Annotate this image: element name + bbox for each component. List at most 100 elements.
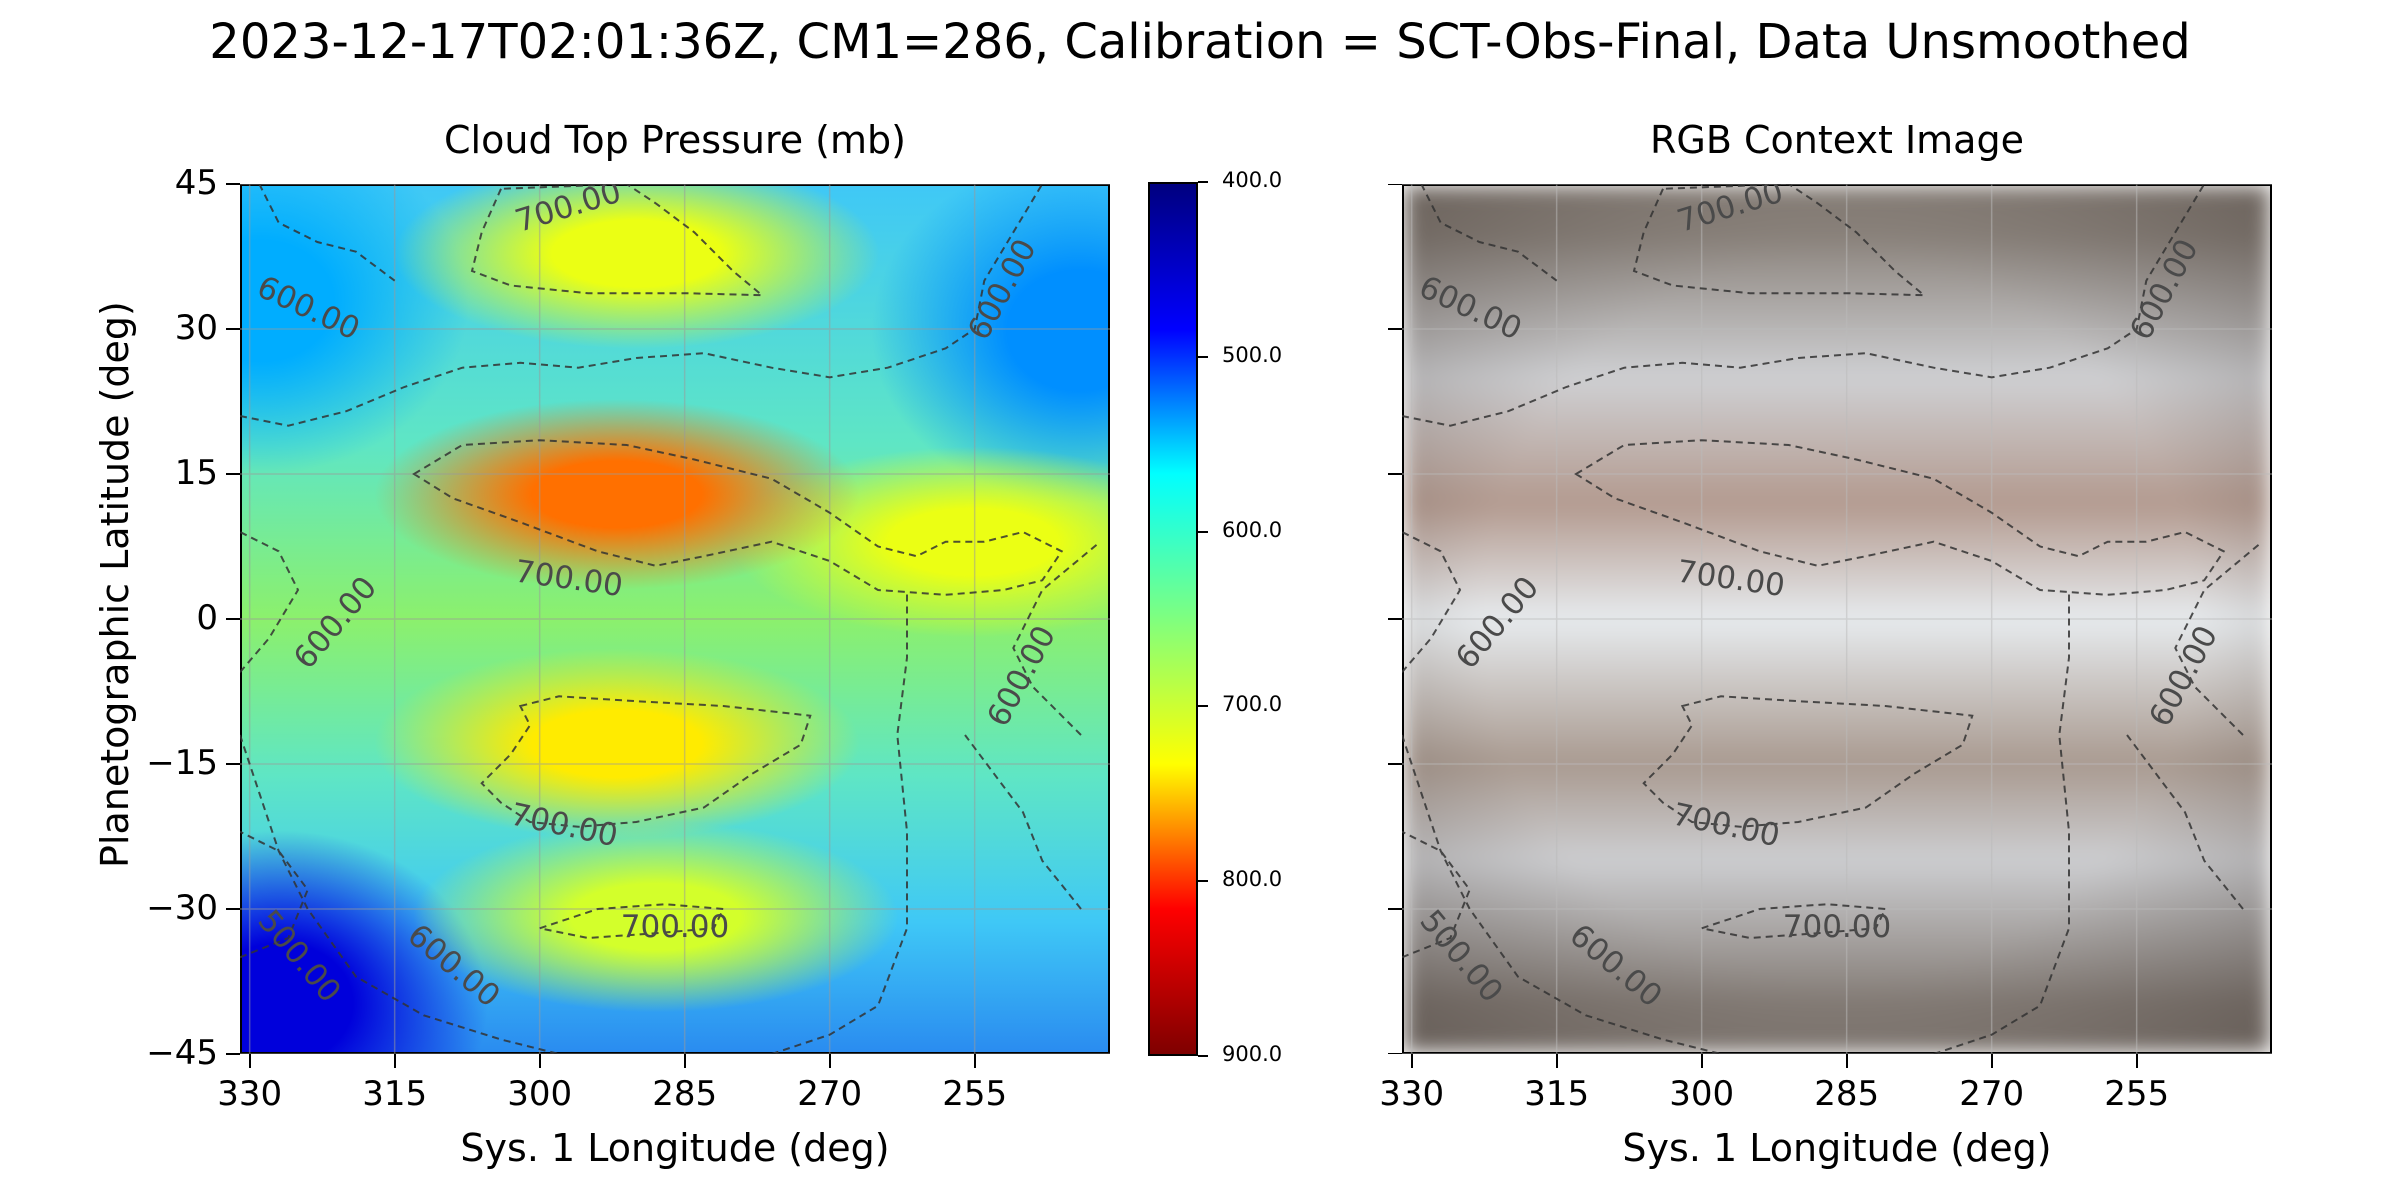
colorbar-tick-label-3: 700.0 [1222, 692, 1283, 717]
xtick-mark-4 [1990, 1054, 1993, 1068]
contour-label-3: 700.00 [1675, 553, 1787, 604]
xtick-mark-1 [1555, 1054, 1558, 1068]
rgb-panel-title: RGB Context Image [1650, 118, 2024, 162]
colorbar-tick-label-5: 900.0 [1222, 1042, 1283, 1066]
contour-line-7 [1420, 184, 1558, 282]
ytick-mark-6 [226, 1053, 240, 1055]
contour-label-0: 700.00 [1673, 184, 1787, 240]
contour-label-9: 600.00 [1563, 917, 1669, 1014]
contour-label-4: 600.00 [1449, 570, 1546, 676]
rgb-overlay: 700.00 600.00 600.00 700.00 600.00 600.00 700.… [1402, 184, 2272, 1054]
contour-line-1 [412, 439, 1064, 596]
contour-label-3: 700.00 [513, 553, 625, 604]
contour-line-8 [1402, 734, 1722, 1054]
colorbar-tick-mark-5 [1198, 1055, 1208, 1057]
xtick-mark-0 [1410, 1054, 1413, 1068]
ytick-label-3: 0 [196, 598, 218, 638]
ytick-mark-5 [226, 908, 240, 910]
xtick-mark-3 [683, 1054, 686, 1068]
rgb-xlabel: Sys. 1 Longitude (deg) [1622, 1126, 2052, 1170]
contour-line-3 [1697, 903, 1887, 940]
contour-line-0 [470, 184, 765, 297]
xtick-mark-2 [1700, 1054, 1703, 1068]
xtick-label-2: 300 [507, 1074, 573, 1114]
ctp-overlay: 700.00 600.00 600.00 700.00 600.00 600.00 700.… [240, 184, 1110, 1054]
xtick-mark-4 [828, 1054, 831, 1068]
contour-label-7: 700.00 [1783, 909, 1891, 945]
ytick-mark-2 [226, 473, 240, 475]
contour-line-10 [1012, 540, 1101, 736]
xtick-mark-5 [2135, 1054, 2138, 1068]
colorbar-gradient [1150, 184, 1196, 1054]
contour-label-5: 600.00 [2142, 620, 2225, 733]
xtick-label-3: 285 [652, 1074, 718, 1114]
rgb-ytick-marks [1388, 184, 1402, 1054]
xtick-label-4: 270 [1959, 1074, 2025, 1114]
ytick-label-6: −45 [146, 1033, 218, 1073]
colorbar-tick-label-2: 600.0 [1222, 517, 1283, 542]
ctp-panel-title: Cloud Top Pressure (mb) [444, 118, 906, 162]
contour-line-9 [771, 590, 908, 1054]
xtick-mark-0 [248, 1054, 251, 1068]
colorbar [1148, 182, 1198, 1056]
xtick-label-1: 315 [1524, 1074, 1590, 1114]
colorbar-tick-mark-3 [1198, 705, 1208, 708]
contour-label-8: 500.00 [250, 903, 347, 1009]
colorbar-tick-mark-1 [1198, 355, 1208, 358]
contour-label-8: 500.00 [1412, 903, 1509, 1009]
contour-label-1: 600.00 [1414, 269, 1528, 347]
contour-label-0: 700.00 [511, 184, 625, 240]
xtick-label-5: 255 [942, 1074, 1008, 1114]
contour-label-6: 700.00 [1669, 796, 1783, 854]
contour-line-11 [964, 734, 1082, 910]
ytick-label-4: −15 [146, 743, 218, 783]
contour-line-9 [1933, 590, 2070, 1054]
contour-line-10 [2174, 540, 2263, 736]
contour-line-3 [535, 903, 725, 940]
colorbar-tick-label-4: 800.0 [1222, 867, 1283, 892]
colorbar-tick-label-1: 500.0 [1222, 342, 1283, 367]
figure-suptitle: 2023-12-17T02:01:36Z, CM1=286, Calibrati… [209, 14, 2191, 70]
xtick-mark-1 [393, 1054, 396, 1068]
xtick-mark-3 [1845, 1054, 1848, 1068]
colorbar-tick-mark-0 [1198, 181, 1208, 183]
contour-line-0 [1632, 184, 1927, 297]
contour-line-5 [1402, 531, 1462, 673]
colorbar-tick-label-0: 400.0 [1222, 168, 1283, 192]
contour-line-2 [1642, 695, 1974, 828]
xtick-label-4: 270 [797, 1074, 863, 1114]
contour-line-11 [2126, 734, 2244, 910]
ytick-label-2: 15 [174, 453, 218, 493]
contour-label-7: 700.00 [621, 909, 729, 945]
xtick-mark-5 [973, 1054, 976, 1068]
contour-label-1: 600.00 [252, 269, 366, 347]
contour-line-7 [258, 184, 396, 282]
contour-line-6 [240, 184, 1044, 427]
ytick-mark-0 [226, 183, 240, 185]
contour-label-5: 600.00 [980, 620, 1063, 733]
ytick-label-0: 45 [174, 163, 218, 203]
ctp-xlabel: Sys. 1 Longitude (deg) [460, 1126, 890, 1170]
ytick-label-5: −30 [146, 888, 218, 928]
xtick-label-1: 315 [362, 1074, 428, 1114]
xtick-mark-2 [538, 1054, 541, 1068]
xtick-label-2: 300 [1669, 1074, 1735, 1114]
colorbar-tick-mark-4 [1198, 880, 1208, 883]
contour-label-4: 600.00 [287, 570, 384, 676]
contour-line-8 [240, 734, 560, 1054]
contour-label-9: 600.00 [401, 917, 507, 1014]
ytick-label-1: 30 [174, 308, 218, 348]
xtick-label-0: 330 [1379, 1074, 1445, 1114]
contour-line-5 [240, 531, 300, 673]
xtick-label-5: 255 [2104, 1074, 2170, 1114]
xtick-label-3: 285 [1814, 1074, 1880, 1114]
contour-line-2 [480, 695, 812, 828]
xtick-label-0: 330 [217, 1074, 283, 1114]
ytick-mark-3 [226, 618, 240, 620]
contour-label-6: 700.00 [507, 796, 621, 854]
ytick-mark-4 [226, 763, 240, 765]
contour-line-6 [1402, 184, 2206, 427]
colorbar-tick-mark-2 [1198, 530, 1208, 533]
contour-line-1 [1574, 439, 2226, 596]
ytick-mark-1 [226, 328, 240, 330]
